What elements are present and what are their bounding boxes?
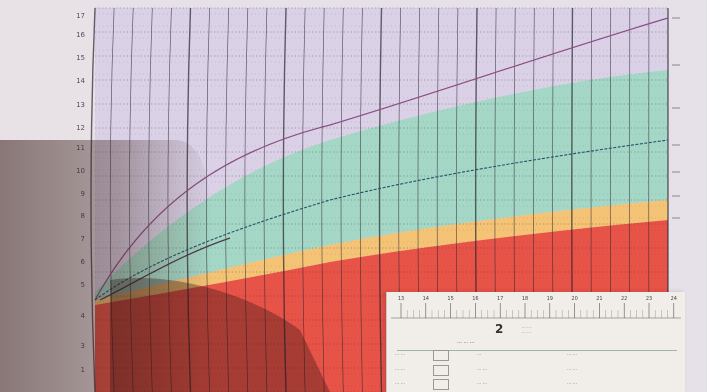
x-tick-label: 15 xyxy=(447,296,453,302)
legend-text-right: ... ... xyxy=(567,352,578,357)
hand-shadow xyxy=(0,140,215,392)
legend-swatch-mild xyxy=(433,379,449,390)
legend-text-left: ... ... xyxy=(477,367,488,372)
legend-text-right: ... ... xyxy=(567,367,578,372)
grid-vertical-line xyxy=(244,7,249,392)
legend-panel: 13 14 15 16 17 18 19 20 21 22 23 24 2 ... ... ... .… xyxy=(386,292,685,392)
x-tick-label: 20 xyxy=(571,296,577,302)
x-tick-label: 21 xyxy=(596,296,602,302)
legend-text-left: ... xyxy=(477,352,482,357)
legend-title: 2 xyxy=(495,322,504,336)
y-tick-label: 14 xyxy=(76,77,85,85)
legend-heading: ... ... ... xyxy=(457,339,475,345)
x-tick-label: 22 xyxy=(621,296,627,302)
legend-divider xyxy=(397,350,677,351)
band-upper xyxy=(95,8,668,292)
y-tick-label: 15 xyxy=(76,54,85,62)
hand-shadow-lower xyxy=(110,278,330,392)
x-tick-label: 19 xyxy=(547,296,553,302)
legend-subtitle: ... ... ... ... xyxy=(522,324,552,334)
grid-vertical-line xyxy=(282,7,287,392)
legend-axis: 13 14 15 16 17 18 19 20 21 22 23 24 xyxy=(391,296,681,319)
x-tick-label: 16 xyxy=(472,296,478,302)
legend-text-right: ... ... xyxy=(567,381,578,386)
legend-swatch-upper xyxy=(433,350,449,361)
band-mild xyxy=(95,200,668,305)
legend-range: ... ... xyxy=(395,352,406,357)
x-tick-label: 18 xyxy=(522,296,528,302)
y-tick-label: 12 xyxy=(76,124,85,132)
x-tick-label: 14 xyxy=(423,296,429,302)
grid-vertical-line xyxy=(321,7,325,392)
legend-range: ... ... xyxy=(395,381,406,386)
legend-subtitle-line: ... ... xyxy=(522,324,531,329)
x-tick-label: 23 xyxy=(646,296,652,302)
y-tick-label: 16 xyxy=(76,31,85,39)
x-tick-label: 17 xyxy=(497,296,503,302)
legend-text-left: ... ... xyxy=(477,381,488,386)
legend-swatch-normal xyxy=(433,365,449,376)
x-tick-label: 13 xyxy=(398,296,404,302)
legend-subtitle-line: ... ... xyxy=(522,329,531,334)
y-tick-label: 13 xyxy=(76,101,85,109)
right-axis-ticks xyxy=(672,17,680,219)
band-normal xyxy=(95,70,668,300)
y-tick-label: 17 xyxy=(76,12,85,20)
x-tick-label: 24 xyxy=(671,296,677,302)
legend-range: ... ... xyxy=(395,367,406,372)
grid-vertical-line xyxy=(359,7,363,392)
